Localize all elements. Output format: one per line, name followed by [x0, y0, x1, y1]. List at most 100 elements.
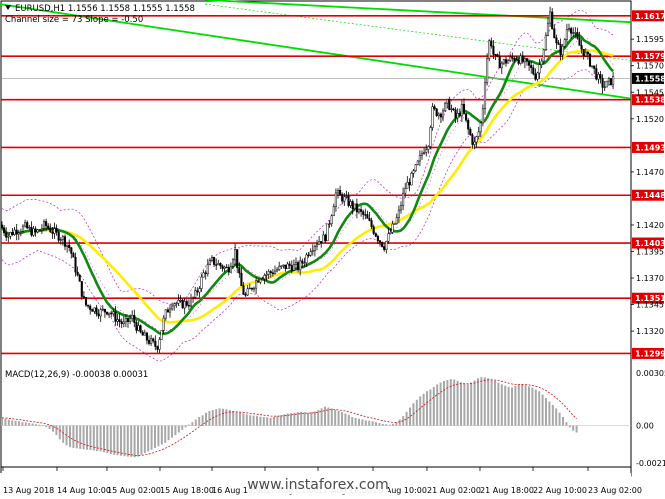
candle-body [206, 264, 209, 274]
candle-body [61, 236, 64, 240]
candle-body [57, 231, 60, 241]
candle-body [278, 265, 281, 271]
candle-body [229, 266, 232, 273]
macd-histogram-bar [494, 380, 496, 426]
candle-body [24, 222, 27, 227]
candle-body [215, 264, 218, 266]
macd-histogram-bar [208, 410, 211, 426]
middle-band [1, 37, 614, 332]
candle-body [418, 155, 421, 162]
macd-histogram-bar [385, 424, 388, 426]
candle-body [515, 59, 518, 61]
candle-body [198, 288, 201, 293]
macd-histogram-bar [392, 423, 394, 426]
candle-body [500, 62, 503, 69]
channel-info: Channel size = 73 Slope = -0.50 [5, 15, 143, 25]
candle-body [320, 241, 323, 244]
macd-histogram-bar [198, 417, 201, 426]
dropdown-triangle-icon[interactable] [5, 5, 11, 10]
candle-body [93, 307, 96, 312]
candle-body [534, 73, 537, 80]
candle-body [330, 215, 333, 224]
macd-histogram-bar [55, 425, 58, 436]
candle-body [150, 338, 153, 344]
candle-body [76, 271, 79, 276]
candle-body [221, 265, 224, 269]
macd-histogram-bar [191, 422, 194, 426]
macd-histogram-bar [524, 385, 527, 426]
candle-body [15, 229, 18, 235]
candle-body [63, 236, 67, 247]
macd-histogram-bar [334, 409, 337, 426]
candle-body [429, 127, 432, 147]
macd-histogram-bar [256, 416, 258, 426]
macd-histogram-bar [137, 425, 139, 457]
macd-histogram-bar [371, 421, 374, 426]
macd-histogram-bar [327, 407, 330, 426]
macd-histogram-bar [432, 386, 435, 426]
candle-body [225, 266, 228, 269]
candle-body [175, 302, 178, 305]
candle-body [72, 253, 75, 258]
candle-body [387, 233, 390, 242]
macd-histogram-bar [11, 420, 14, 426]
time-tick-label: 21 Aug 18:00 [480, 486, 534, 495]
candle-body [544, 35, 547, 51]
macd-histogram-bar [303, 412, 306, 426]
candle-body [507, 60, 510, 64]
candle-body [391, 223, 394, 233]
level-price-tag [632, 10, 664, 22]
candle-body [467, 120, 470, 130]
candle-body [38, 229, 41, 231]
candle-body [559, 44, 562, 56]
candle-body [252, 287, 256, 290]
macd-histogram-bar [415, 399, 418, 426]
candle-body [456, 113, 459, 119]
macd-histogram-bar [300, 411, 303, 426]
macd-histogram-bar [395, 422, 398, 426]
macd-histogram-bar [245, 414, 248, 426]
candle-body [588, 53, 592, 67]
candle-body [183, 301, 186, 309]
macd-histogram-bar [307, 412, 309, 426]
macd-histogram-bar [109, 425, 112, 454]
candle-body [110, 312, 113, 315]
candle-body [286, 263, 289, 270]
macd-histogram-bar [412, 403, 415, 426]
macd-histogram-bar [201, 415, 204, 426]
candle-body [297, 262, 300, 271]
candle-body [336, 189, 340, 194]
candle-body [154, 340, 157, 347]
macd-histogram-bar [466, 384, 469, 426]
watermark-text: www.instaforex.com [247, 477, 389, 493]
candle-body [492, 45, 495, 55]
candle-body [263, 275, 266, 280]
candle-body [133, 315, 136, 323]
macd-histogram-bar [273, 417, 275, 426]
candle-body [30, 226, 33, 236]
candle-body [276, 269, 279, 272]
macd-histogram-bar [568, 425, 571, 428]
time-tick-label: 22 Aug 10:00 [533, 486, 587, 495]
candle-body [591, 65, 594, 67]
candle-body [446, 99, 449, 104]
candle-body [255, 280, 258, 289]
macd-histogram-bar [528, 386, 530, 426]
candle-body [59, 239, 62, 241]
macd-histogram-bar [75, 425, 78, 449]
candle-body [208, 260, 211, 266]
candle-body [185, 301, 188, 306]
candle-body [557, 42, 560, 45]
macd-histogram-bar [154, 425, 156, 448]
candle-body [326, 223, 329, 242]
candle-body [141, 331, 144, 336]
candle-body [595, 68, 598, 80]
candle-body [357, 209, 361, 213]
macd-histogram-bar [171, 425, 173, 438]
candle-body [145, 332, 148, 341]
level-price-tag [632, 237, 664, 249]
candle-body [45, 221, 48, 227]
candle-body [166, 309, 169, 313]
macd-histogram-bar [368, 420, 371, 426]
macd-histogram-bar [215, 409, 218, 426]
